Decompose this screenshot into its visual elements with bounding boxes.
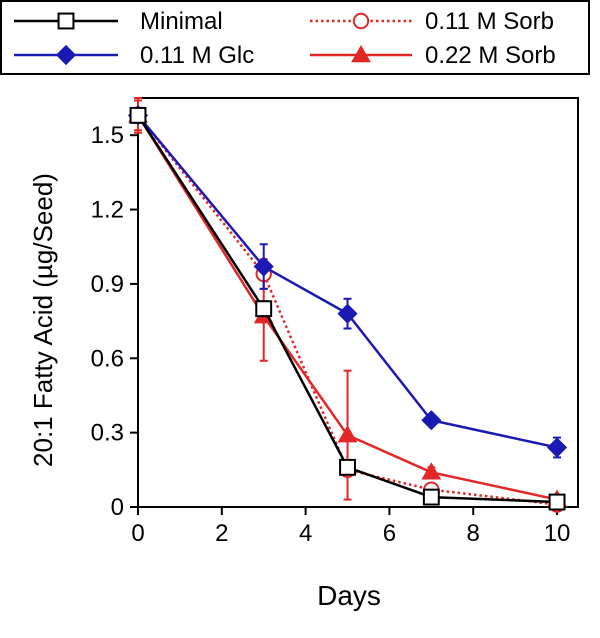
y-tick-label: 1.2 xyxy=(91,197,124,224)
data-point xyxy=(421,410,442,431)
legend-item: Minimal xyxy=(14,8,223,35)
y-tick-label: 1.5 xyxy=(91,122,124,149)
legend-item: 0.11 M Glc xyxy=(14,42,254,69)
legend-item: 0.22 M Sorb xyxy=(310,42,556,69)
plot-frame xyxy=(137,97,579,508)
x-tick-label: 6 xyxy=(383,520,396,547)
data-point xyxy=(129,106,147,124)
x-tick-label: 0 xyxy=(131,520,144,547)
data-point xyxy=(421,462,442,480)
legend-label: 0.11 M Sorb xyxy=(425,8,554,35)
y-tick-label: 0.3 xyxy=(91,420,124,447)
legend-label: Minimal xyxy=(140,8,223,35)
data-point xyxy=(253,256,274,277)
y-tick-label: 0.6 xyxy=(91,345,124,372)
plot-area xyxy=(127,97,568,513)
legend-marker xyxy=(57,12,75,30)
legend-label: 0.22 M Sorb xyxy=(425,42,556,69)
axes: 0 2 4 6 8 10 0 0.3 0.6 0.9 1.2 1.5 xyxy=(91,97,579,547)
x-tick-label: 8 xyxy=(467,520,480,547)
data-point xyxy=(337,303,358,324)
legend-item: 0.11 M Sorb xyxy=(310,8,554,35)
series-minimal xyxy=(129,106,566,511)
y-tick-label: 0.9 xyxy=(91,271,124,298)
legend-marker xyxy=(352,12,370,30)
y-tick-label: 0 xyxy=(111,494,124,521)
legend-label: 0.11 M Glc xyxy=(140,42,254,69)
data-point xyxy=(339,458,356,476)
data-point xyxy=(546,437,568,458)
data-point xyxy=(337,425,358,443)
x-axis-label: Days xyxy=(317,580,381,611)
legend-box xyxy=(0,0,590,75)
data-point xyxy=(548,493,566,511)
legend-marker xyxy=(351,44,371,63)
x-tick-label: 2 xyxy=(215,520,228,547)
y-axis-label: 20:1 Fatty Acid (µg/Seed) xyxy=(28,173,58,467)
legend-marker xyxy=(55,44,77,66)
x-tick-label: 4 xyxy=(299,520,312,547)
data-point xyxy=(255,300,273,318)
legend: Minimal 0.11 M Sorb 0.11 M Glc 0.22 M Sorb xyxy=(14,8,556,69)
x-tick-label: 10 xyxy=(544,520,571,547)
data-point xyxy=(422,488,440,506)
